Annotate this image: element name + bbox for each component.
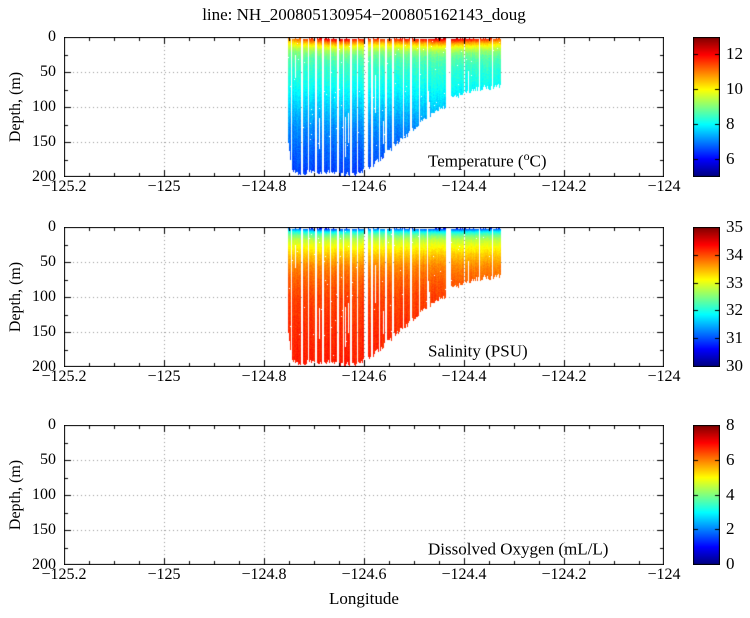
colorbar-tick-label: 6 [726, 149, 735, 168]
colorbar-tick-label: 4 [726, 485, 735, 504]
colorbar-tick-label: 33 [726, 273, 743, 292]
y-tick-label: 50 [40, 451, 56, 468]
colorbar-tick-label: 35 [726, 217, 743, 236]
x-tick-label: −125.2 [41, 368, 87, 385]
colorbar-tick-label: 32 [726, 300, 743, 319]
x-tick-label: −125.2 [41, 566, 87, 583]
y-tick-label: 100 [32, 98, 56, 115]
y-tick-label: 0 [48, 28, 56, 45]
salinity-section-canvas [64, 227, 664, 367]
colorbar-tick-label: 8 [726, 415, 735, 434]
colorbar-tick-label: 2 [726, 519, 735, 538]
colorbar-temperature: 12 10 8 6 [693, 37, 743, 177]
y-tick-label: 50 [40, 253, 56, 270]
y-tick-label: 200 [32, 358, 56, 375]
panel-label-text: Temperature ( [428, 151, 524, 171]
y-tick-label: 200 [32, 556, 56, 573]
colorbar-salinity-canvas [693, 227, 720, 367]
panel-label-text: Salinity (PSU) [428, 341, 528, 361]
x-tick-label: −124.2 [541, 178, 587, 195]
colorbar-tick-label: 31 [726, 328, 743, 347]
x-tick-label: −124.4 [441, 566, 487, 583]
colorbar-tick-label: 8 [726, 114, 735, 133]
y-tick-label: 0 [48, 416, 56, 433]
panel-label-dissolved-oxygen: Dissolved Oxygen (mL/L) [428, 537, 608, 560]
x-tick-label: −124.6 [341, 566, 387, 583]
x-tick-label: −125 [147, 566, 181, 583]
y-tick-label: 100 [32, 288, 56, 305]
x-tick-label: −125 [147, 368, 181, 385]
y-tick-label: 200 [32, 168, 56, 185]
colorbar-salinity: 35 34 33 32 31 30 [693, 217, 743, 375]
x-tick-label: −124.4 [441, 368, 487, 385]
dissolved-oxygen-section-canvas [64, 425, 664, 565]
figure-title: line: NH_200805130954−200805162143_doug [202, 5, 526, 24]
panel-label-superscript: o [523, 149, 530, 163]
panel-dissolved-oxygen: Depth, (m) Dissolved Oxygen (mL/L) −125.… [7, 416, 681, 583]
x-tick-label: −124 [647, 368, 681, 385]
x-tick-label: −124.8 [241, 566, 287, 583]
y-tick-label: 150 [32, 133, 56, 150]
y-tick-label: 100 [32, 486, 56, 503]
x-tick-label: −125 [147, 178, 181, 195]
x-axis-label: Longitude [329, 589, 399, 608]
colorbar-tick-label: 34 [726, 245, 743, 264]
panel-label-salinity: Salinity (PSU) [428, 339, 528, 362]
x-tick-label: −124.8 [241, 178, 287, 195]
colorbar-tick-label: 30 [726, 356, 743, 375]
panel-salinity: Depth, (m) Salinity (PSU) −125.2 −125 −124… [7, 218, 681, 385]
x-tick-label: −124 [647, 566, 681, 583]
x-tick-label: −124.2 [541, 566, 587, 583]
y-tick-label: 50 [40, 63, 56, 80]
colorbar-tick-label: 10 [726, 79, 743, 98]
x-tick-label: −124.4 [441, 178, 487, 195]
colorbar-tick-label: 6 [726, 450, 735, 469]
colorbar-temperature-canvas [693, 37, 720, 177]
panel-label-temperature: Temperature (oC) [428, 149, 547, 172]
colorbar-tick-label: 0 [726, 554, 735, 573]
x-tick-label: −124.2 [541, 368, 587, 385]
panel-label-text: Dissolved Oxygen (mL/L) [428, 539, 609, 559]
colorbar-tick-label: 12 [726, 44, 743, 63]
y-tick-label: 150 [32, 521, 56, 538]
y-tick-label: 0 [48, 218, 56, 235]
panel-temperature: Depth, (m) Temperature (oC) −125.2 −125 −1… [7, 28, 681, 195]
panel-label-text: C) [529, 151, 547, 171]
x-tick-label: −124.6 [341, 178, 387, 195]
x-tick-label: −124.8 [241, 368, 287, 385]
colorbar-dissolved-oxygen: 8 6 4 2 0 [693, 415, 735, 573]
x-tick-label: −125.2 [41, 178, 87, 195]
temperature-section-canvas [64, 37, 664, 177]
x-tick-label: −124 [647, 178, 681, 195]
colorbar-dissolved-oxygen-canvas [693, 425, 720, 565]
x-tick-label: −124.6 [341, 368, 387, 385]
y-tick-label: 150 [32, 323, 56, 340]
